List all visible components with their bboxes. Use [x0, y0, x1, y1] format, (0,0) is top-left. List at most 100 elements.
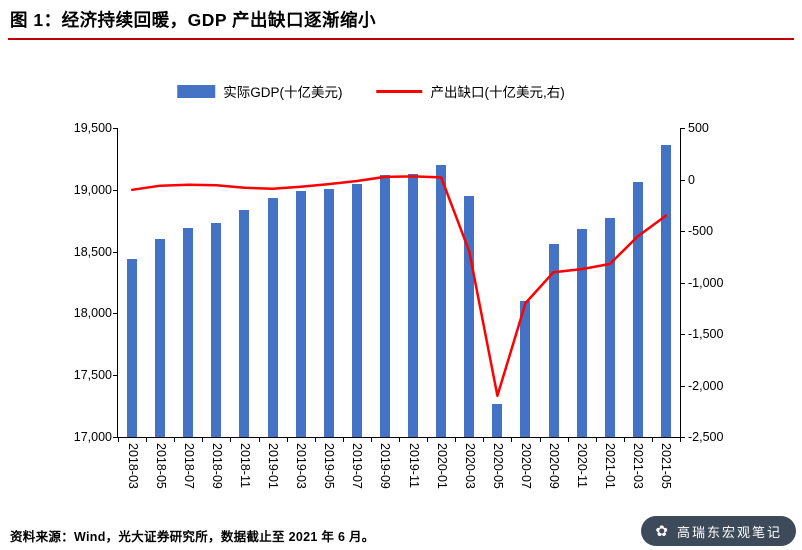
x-axis-label: 2020-11: [575, 443, 590, 488]
x-axis-label: 2020-09: [547, 443, 562, 489]
title-underline: [8, 38, 794, 40]
brand-flower-icon: ✿: [655, 522, 668, 540]
x-axis-label: 2021-03: [631, 443, 646, 489]
x-axis-label: 2019-01: [266, 443, 281, 489]
gdp-bar: [183, 228, 194, 437]
x-axis-label: 2018-11: [237, 443, 252, 488]
gdp-bar: [520, 301, 531, 437]
y-axis-right-label: -2,500: [688, 430, 724, 444]
x-axis-tick: [399, 438, 400, 442]
x-axis-label: 2018-09: [209, 443, 224, 489]
gdp-bar: [323, 188, 334, 437]
y-axis-left-label: 19,000: [73, 182, 112, 197]
x-axis-tick: [118, 438, 119, 442]
x-axis-tick: [286, 438, 288, 442]
x-axis-label: 2020-07: [518, 443, 533, 489]
y-axis-right-label: -2,000: [688, 378, 724, 393]
y-axis-left-tick: [113, 189, 117, 191]
gdp-bar: [492, 403, 503, 437]
gdp-bar: [464, 195, 475, 437]
y-axis-right-label: 0: [688, 172, 695, 187]
gdp-bar: [379, 174, 390, 437]
y-axis-right-label: -1,000: [688, 275, 724, 290]
y-axis-right-tick: [681, 231, 685, 232]
y-axis-right-tick: [681, 179, 685, 181]
x-axis-tick: [258, 438, 260, 442]
x-axis-tick: [202, 438, 204, 442]
legend-line-label: 产出缺口(十亿美元,右): [430, 85, 565, 100]
y-axis-left-label: 18,000: [73, 306, 112, 321]
x-axis-label: 2019-03: [294, 443, 309, 489]
gdp-bar: [576, 229, 587, 437]
y-axis-left-tick: [113, 313, 117, 315]
y-axis-left-tick: [113, 375, 117, 377]
gdp-bar: [408, 173, 419, 437]
x-axis-label: 2019-07: [350, 443, 365, 489]
y-axis-right-tick: [681, 334, 685, 335]
x-axis-tick: [455, 438, 457, 442]
x-axis-label: 2021-05: [659, 443, 674, 489]
x-axis-label: 2018-03: [125, 443, 140, 489]
x-axis-label: 2020-03: [462, 443, 477, 489]
x-axis-tick: [595, 438, 597, 442]
x-axis-tick: [174, 438, 176, 442]
gdp-bar: [660, 145, 671, 437]
y-axis-right-label: 500: [688, 121, 709, 135]
y-axis-right-label: -500: [688, 224, 714, 238]
y-axis-left-tick: [113, 128, 117, 129]
x-axis-tick: [539, 438, 541, 442]
y-axis-right-tick: [681, 437, 685, 438]
y-axis-right-tick: [681, 282, 685, 284]
x-axis-tick: [314, 438, 316, 442]
x-axis-tick: [342, 438, 344, 442]
x-axis-tick: [370, 438, 372, 442]
x-axis-label: 2018-05: [153, 443, 168, 489]
x-axis-tick: [680, 438, 681, 442]
source-note: 资料来源：Wind，光大证券研究所，数据截止至 2021 年 6 月。: [10, 530, 375, 544]
gdp-bar: [548, 244, 559, 437]
y-axis-left-label: 19,500: [73, 121, 112, 135]
y-axis-left-tick: [113, 437, 117, 438]
x-axis-label: 2018-07: [181, 443, 196, 489]
chart-legend: 实际GDP(十亿美元) 产出缺口(十亿美元,右): [177, 81, 565, 101]
x-axis-tick: [427, 438, 429, 442]
legend-bar-swatch-icon: [177, 84, 216, 98]
gdp-bar: [211, 223, 222, 437]
x-axis-label: 2020-01: [434, 443, 449, 489]
x-axis-tick: [146, 438, 148, 442]
x-axis-tick: [483, 438, 485, 442]
y-axis-left-label: 17,500: [73, 368, 112, 383]
gdp-bar: [239, 209, 250, 437]
legend-line-swatch-icon: [376, 89, 423, 93]
gdp-bar: [295, 191, 306, 437]
gdp-bar: [436, 165, 447, 437]
x-axis-tick: [651, 438, 653, 442]
x-axis: [117, 437, 681, 438]
x-axis-label: 2020-05: [490, 443, 505, 489]
gdp-bar: [604, 218, 615, 437]
y-axis-left-label: 18,500: [73, 244, 112, 259]
gdp-bar: [632, 182, 643, 437]
y-axis-right-tick: [681, 385, 685, 387]
x-axis-label: 2019-09: [378, 443, 393, 489]
y-axis-right-tick: [681, 128, 685, 129]
legend-bar-label: 实际GDP(十亿美元): [223, 85, 343, 100]
x-axis-tick: [567, 438, 569, 442]
figure-title: 图 1：经济持续回暖，GDP 产出缺口逐渐缩小: [10, 10, 377, 30]
x-axis-tick: [623, 438, 625, 442]
y-axis-right: [680, 128, 681, 437]
y-axis-left-label: 17,000: [73, 430, 112, 444]
x-axis-label: 2019-11: [406, 443, 421, 488]
gdp-bar: [155, 239, 166, 437]
gdp-bar: [267, 198, 278, 437]
brand-watermark-text: 高瑞东宏观笔记: [676, 524, 782, 540]
x-axis-tick: [511, 438, 513, 442]
x-axis-label: 2019-05: [322, 443, 337, 489]
brand-watermark: ✿ 高瑞东宏观笔记: [641, 516, 796, 546]
x-axis-tick: [230, 438, 232, 442]
y-axis-right-label: -1,500: [688, 327, 724, 341]
y-axis-left-tick: [113, 251, 117, 253]
